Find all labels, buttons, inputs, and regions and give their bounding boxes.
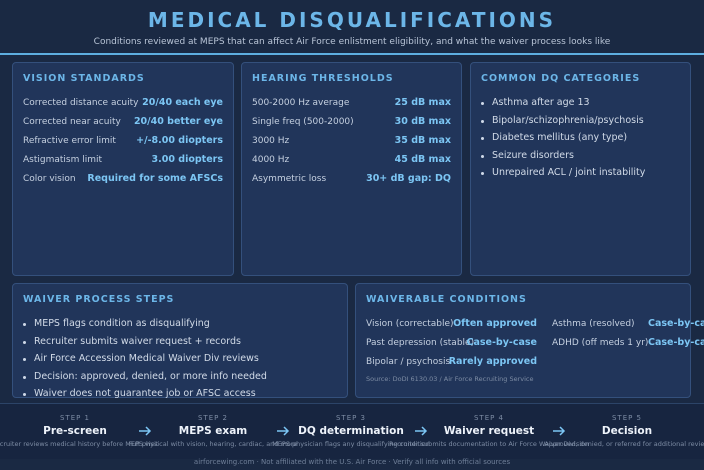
list-item: Recruiter submits waiver request + recor…: [34, 335, 241, 347]
step-title: Pre-screen: [43, 425, 107, 437]
waiverable-panel: WAIVERABLE CONDITIONS Vision (correctable…: [355, 283, 704, 398]
header-rule: [0, 53, 704, 55]
bullet: [23, 323, 26, 326]
source-note: Source: DoDI 6130.03 / Air Force Recruit…: [366, 375, 534, 383]
row-value: +/-8.00 diopters: [136, 135, 223, 146]
list-item: Asthma after age 13: [492, 97, 590, 108]
condition-label: Bipolar / psychosis: [366, 357, 451, 367]
row-label: Astigmatism limit: [23, 155, 103, 165]
bullet: [23, 393, 26, 396]
panel-title: HEARING THRESHOLDS: [252, 73, 394, 84]
row-label: 4000 Hz: [252, 155, 290, 165]
row-label: Corrected near acuity: [23, 117, 121, 127]
panel-title: WAIVER PROCESS STEPS: [23, 294, 175, 305]
bullet: [23, 340, 26, 344]
step-number: STEP 3: [335, 414, 367, 422]
row-value: 3.00 diopters: [151, 154, 223, 165]
row-label: 3000 Hz: [252, 136, 290, 146]
step-number: STEP 4: [473, 414, 505, 422]
step-title: MEPS exam: [178, 425, 248, 437]
waiver-process-panel: WAIVER PROCESS STEPS MEPS flags condition…: [12, 283, 348, 399]
bullet: [481, 154, 484, 158]
list-item: Decision: approved, denied, or more info…: [34, 370, 267, 382]
row-value: 30 dB max: [394, 116, 451, 127]
panel-title: VISION STANDARDS: [23, 73, 145, 84]
step-number: STEP 1: [59, 414, 91, 422]
footer: airforcewing.com · Not affiliated with t…: [193, 458, 511, 466]
condition-value: Rarely approved: [448, 356, 537, 367]
step-description: MEPS physician flags any disqualifying c…: [272, 440, 430, 448]
step-number: STEP 2: [197, 414, 229, 422]
row-value: 20/40 each eye: [142, 97, 223, 108]
step-arrows: [139, 426, 566, 436]
condition-label: ADHD (off meds 1 yr): [552, 338, 649, 348]
condition-value: Case-by-case: [648, 337, 704, 348]
list-item: Waiver does not guarantee job or AFSC ac…: [34, 388, 256, 399]
row-label: Corrected distance acuity: [23, 98, 139, 108]
row-label: 500-2000 Hz average: [252, 98, 350, 108]
categories-panel: COMMON DQ CATEGORIES Asthma after age 13 B…: [470, 62, 691, 276]
row-label: Color vision: [23, 174, 76, 184]
subtitle: Conditions reviewed at MEPS that can aff…: [93, 37, 611, 47]
list-item: Seizure disorders: [492, 149, 574, 161]
condition-label: Asthma (resolved): [552, 319, 635, 329]
bullet: [481, 102, 484, 105]
arrows: [139, 426, 566, 436]
step-title: Decision: [601, 425, 653, 437]
condition-value: Case-by-case: [466, 337, 538, 348]
step-description: Recruiter submits documentation to Air F…: [389, 440, 590, 448]
row-label: Asymmetric loss: [252, 174, 327, 184]
step-description: Full physical with vision, hearing, card…: [128, 440, 298, 448]
row-value: 25 dB max: [394, 97, 451, 108]
panel-title: WAIVERABLE CONDITIONS: [366, 294, 527, 305]
arrow: [277, 426, 290, 436]
steps-strip: STEP 1 Pre-screen Recruiter reviews medica…: [0, 403, 704, 459]
bullet: [481, 172, 484, 175]
bullet: [481, 137, 484, 140]
condition-value: Often approved: [453, 318, 537, 329]
list-item: Unrepaired ACL / joint instability: [492, 167, 646, 178]
vision-panel: VISION STANDARDS Corrected distance acuit…: [12, 62, 234, 276]
list-item: Diabetes mellitus (any type): [492, 132, 628, 143]
title: MEDICAL DISQUALIFICATIONS: [147, 8, 557, 32]
step-title: DQ determination: [298, 425, 404, 437]
step-title: Waiver request: [443, 425, 535, 437]
step-description: Recruiter reviews medical history before…: [0, 440, 159, 448]
hearing-panel: HEARING THRESHOLDS 500-2000 Hz average 25 …: [241, 62, 462, 276]
step-description: Approved, denied, or referred for additi…: [544, 440, 704, 448]
row-value: 45 dB max: [394, 154, 451, 165]
row-value: 20/40 better eye: [133, 116, 223, 127]
row-value: 30+ dB gap: DQ: [366, 173, 451, 184]
row-value: 35 dB max: [394, 135, 451, 146]
list-item: MEPS flags condition as disqualifying: [34, 318, 210, 329]
condition-value: Case-by-case: [648, 318, 704, 329]
row-value: Required for some AFSCs: [87, 173, 223, 184]
list-item: Air Force Accession Medical Waiver Div r…: [34, 353, 259, 364]
arrow: [415, 426, 428, 436]
arrow: [139, 426, 152, 436]
step-number: STEP 5: [611, 414, 643, 422]
list-item: Bipolar/schizophrenia/psychosis: [492, 114, 644, 126]
bullet: [23, 358, 26, 361]
condition-label: Vision (correctable): [366, 319, 454, 329]
panel-title: COMMON DQ CATEGORIES: [481, 73, 641, 84]
bullet: [481, 119, 484, 123]
condition-label: Past depression (stable): [366, 338, 475, 348]
bullet: [23, 375, 26, 379]
row-label: Refractive error limit: [23, 136, 116, 146]
arrow: [553, 426, 566, 436]
row-label: Single freq (500-2000): [252, 117, 354, 127]
